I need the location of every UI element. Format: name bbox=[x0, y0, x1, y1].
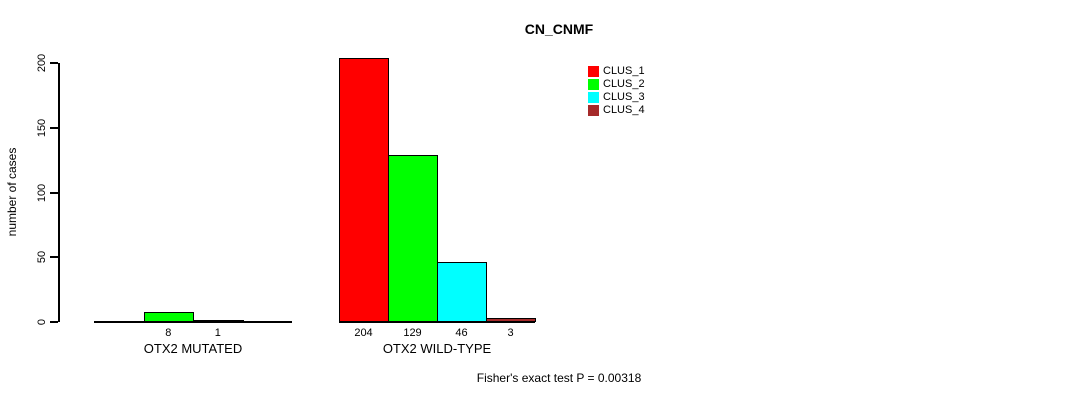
bar bbox=[193, 320, 244, 322]
y-tick bbox=[50, 62, 58, 64]
y-tick bbox=[50, 126, 58, 129]
legend-label: CLUS_4 bbox=[603, 104, 645, 116]
y-tick bbox=[50, 191, 58, 194]
y-axis-line bbox=[58, 63, 60, 322]
legend-swatch bbox=[588, 79, 599, 90]
annotation-text: Fisher's exact test P = 0.00318 bbox=[476, 371, 642, 385]
y-tick-label: 100 bbox=[36, 183, 48, 202]
group-baseline bbox=[339, 321, 535, 323]
y-tick bbox=[50, 256, 58, 259]
y-tick-label: 150 bbox=[36, 118, 48, 137]
bar-value-label: 129 bbox=[403, 327, 422, 339]
bar bbox=[143, 312, 194, 322]
bar bbox=[339, 58, 389, 322]
y-tick-label: 0 bbox=[36, 318, 48, 326]
bar bbox=[437, 262, 487, 322]
bar-value-label: 3 bbox=[507, 327, 514, 339]
bar-value-label: 46 bbox=[455, 327, 468, 339]
bar-value-label: 204 bbox=[354, 327, 373, 339]
x-category-label: OTX2 MUTATED bbox=[143, 341, 243, 356]
bar bbox=[388, 155, 438, 322]
y-axis-label: number of cases bbox=[5, 147, 19, 237]
legend-swatch bbox=[588, 92, 599, 103]
group-baseline bbox=[94, 321, 292, 323]
legend-label: CLUS_3 bbox=[603, 91, 645, 103]
bar bbox=[486, 318, 536, 322]
legend-swatch bbox=[588, 105, 599, 116]
legend-label: CLUS_2 bbox=[603, 78, 645, 90]
bar-value-label: 8 bbox=[165, 327, 172, 339]
y-tick bbox=[50, 321, 58, 323]
chart-title: CN_CNMF bbox=[524, 21, 594, 37]
x-category-label: OTX2 WILD-TYPE bbox=[382, 341, 492, 356]
legend-swatch bbox=[588, 66, 599, 77]
y-tick-label: 200 bbox=[36, 53, 48, 73]
legend-label: CLUS_1 bbox=[603, 65, 645, 77]
bar-value-label: 1 bbox=[214, 327, 221, 339]
y-tick-label: 50 bbox=[36, 251, 48, 264]
